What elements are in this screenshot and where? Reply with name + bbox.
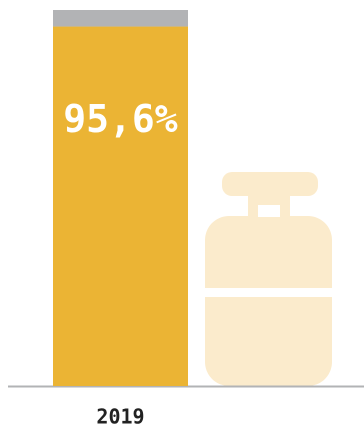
x-tick-label: 2019	[96, 405, 144, 429]
bar-segment	[53, 10, 188, 27]
bar-segment	[53, 26, 188, 386]
gas-cylinder-icon	[205, 172, 332, 386]
value-label: 95,6%	[63, 97, 178, 141]
